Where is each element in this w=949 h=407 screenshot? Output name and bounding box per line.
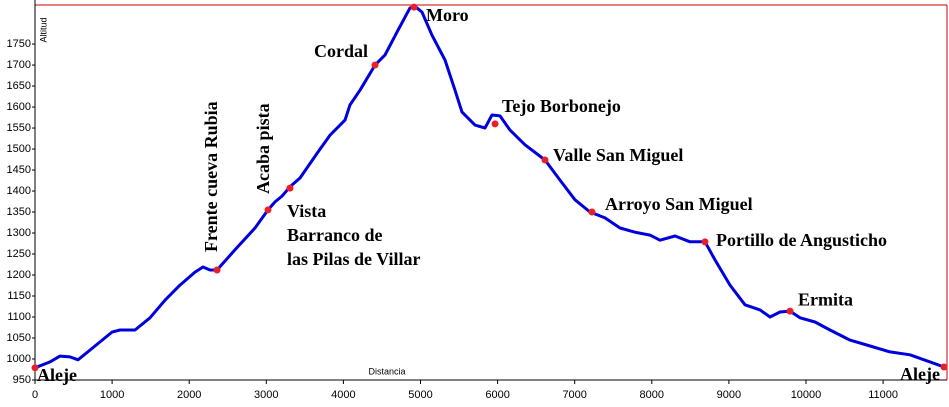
- waypoint-label: Vista: [287, 201, 326, 221]
- y-tick-label: 1400: [7, 185, 31, 197]
- waypoint-dot: [541, 156, 549, 164]
- x-tick-label: 4000: [331, 389, 355, 401]
- waypoint-dot: [286, 184, 294, 192]
- y-tick-label: 1050: [7, 332, 31, 344]
- y-tick-label: 1250: [7, 248, 31, 260]
- x-tick-label: 11000: [868, 389, 898, 401]
- waypoint-label: las Pilas de Villar: [287, 249, 421, 269]
- waypoint-label: Moro: [426, 5, 469, 25]
- x-axis-label: Distancia: [368, 366, 405, 376]
- waypoint-dot: [940, 363, 948, 371]
- y-axis-label: Altitud: [38, 17, 48, 42]
- x-tick-label: 6000: [485, 389, 509, 401]
- y-tick-label: 1150: [7, 290, 31, 302]
- waypoint-dot: [410, 3, 418, 11]
- waypoint-label: Cordal: [314, 41, 368, 61]
- x-tick-label: 9000: [717, 389, 741, 401]
- y-tick-label: 1500: [7, 143, 31, 155]
- waypoint-label: Acaba pista: [253, 103, 273, 194]
- y-tick-label: 1350: [7, 206, 31, 218]
- waypoint-dot: [491, 120, 499, 128]
- waypoint-label: Valle San Miguel: [553, 145, 683, 165]
- waypoint-dot: [264, 206, 272, 214]
- y-tick-label: 1600: [7, 101, 31, 113]
- x-tick-label: 10000: [791, 389, 822, 401]
- y-tick-label: 950: [13, 374, 31, 386]
- waypoint-dot: [786, 307, 794, 315]
- waypoint-dot: [588, 208, 596, 216]
- waypoint-dot: [371, 61, 379, 69]
- x-tick-label: 0: [32, 389, 38, 401]
- y-tick-label: 1650: [7, 80, 31, 92]
- y-tick-label: 1700: [7, 59, 31, 71]
- waypoint-label: Arroyo San Miguel: [605, 194, 753, 214]
- x-tick-label: 8000: [640, 389, 664, 401]
- x-tick-label: 7000: [562, 389, 586, 401]
- x-tick-label: 3000: [254, 389, 278, 401]
- waypoint-dot: [213, 266, 221, 274]
- y-tick-label: 1750: [7, 38, 31, 50]
- waypoint-label: Tejo Borbonejo: [502, 96, 621, 116]
- y-tick-label: 1200: [7, 269, 31, 281]
- y-tick-label: 1100: [7, 311, 31, 323]
- y-tick-label: 1550: [7, 122, 31, 134]
- x-tick-label: 5000: [408, 389, 432, 401]
- profile-line: [34, 4, 945, 370]
- waypoint-label: Portillo de Angusticho: [716, 230, 887, 250]
- waypoint-label: Barranco de: [287, 225, 382, 245]
- x-tick-label: 2000: [177, 389, 201, 401]
- y-tick-label: 1450: [7, 164, 31, 176]
- waypoint-label: Ermita: [798, 289, 853, 309]
- x-tick-label: 1000: [100, 389, 124, 401]
- y-tick-label: 1000: [7, 353, 31, 365]
- waypoint-label: Aleje: [900, 364, 940, 384]
- waypoint-dot: [701, 238, 709, 246]
- y-tick-label: 1300: [7, 227, 31, 239]
- waypoint-label: Frente cueva Rubia: [201, 101, 221, 252]
- waypoint-label: Aleje: [37, 365, 77, 385]
- waypoint-dot: [31, 364, 39, 372]
